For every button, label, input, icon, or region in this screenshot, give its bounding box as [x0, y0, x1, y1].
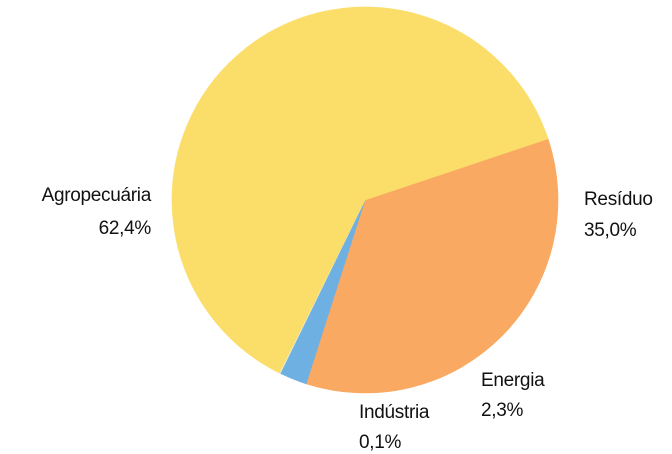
slice-value-industria: 0,1% — [359, 432, 402, 453]
slice-value-energia: 2,3% — [481, 400, 524, 421]
slice-label-energia: Energia — [481, 370, 545, 391]
slice-value-residuo: 35,0% — [584, 220, 637, 241]
pie-slice-agropecuaria — [171, 6, 549, 374]
pie-slices — [171, 6, 559, 394]
slice-label-agropecuaria: Agropecuária — [42, 185, 152, 206]
slice-label-residuo: Resíduo — [584, 189, 653, 210]
slice-value-agropecuaria: 62,4% — [99, 218, 152, 239]
slice-label-industria: Indústria — [359, 402, 430, 423]
pie-slice-residuo — [305, 138, 559, 394]
